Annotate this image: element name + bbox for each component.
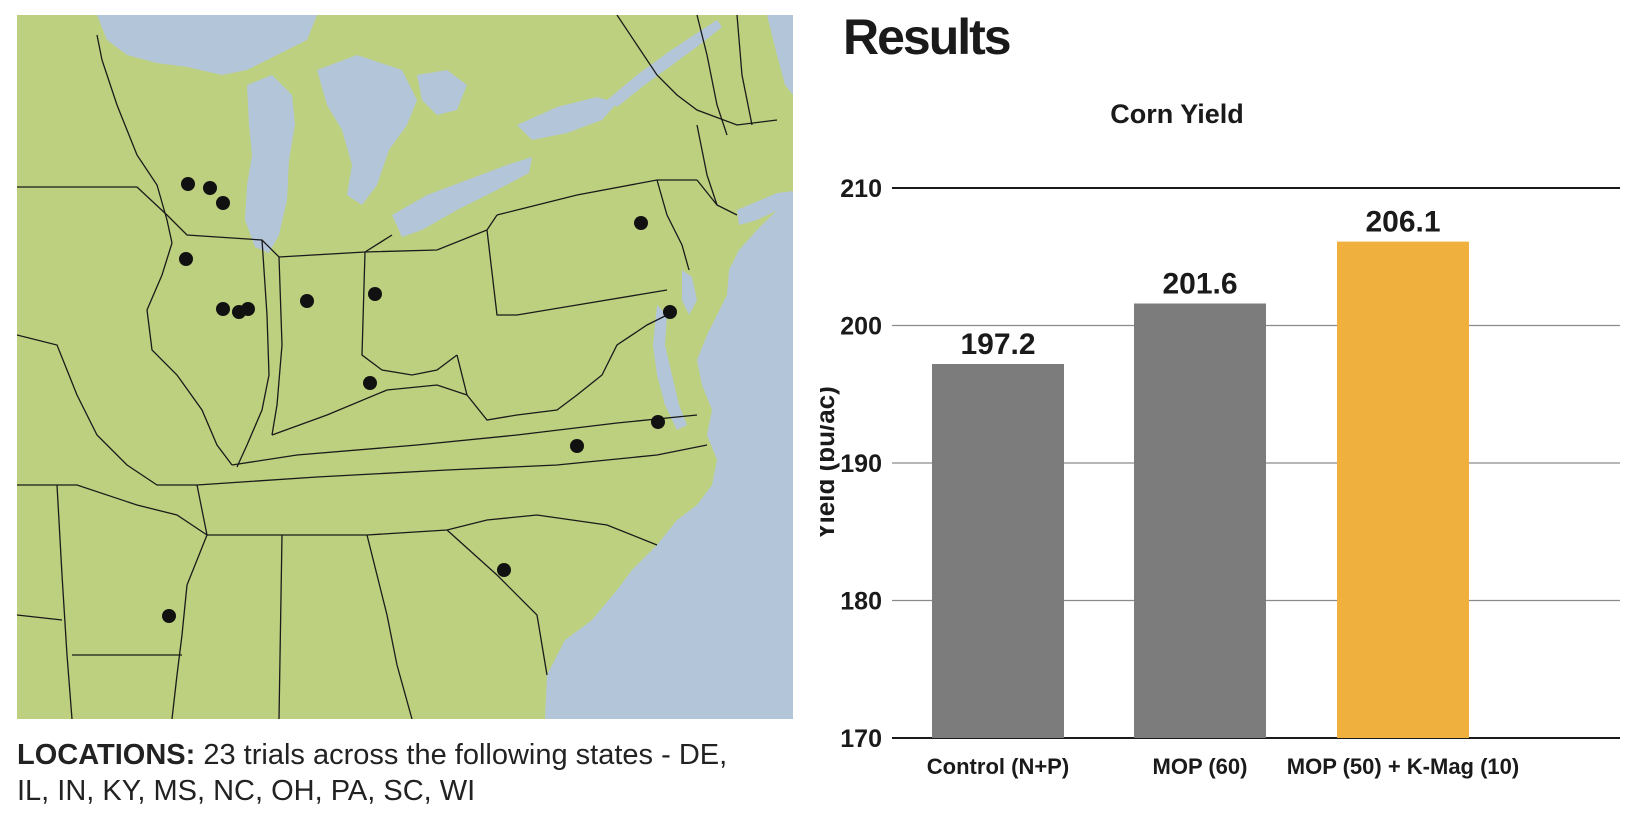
lake-michigan bbox=[245, 75, 295, 253]
trial-marker bbox=[663, 305, 677, 319]
map-graphic bbox=[17, 15, 793, 719]
trial-marker bbox=[497, 563, 511, 577]
lake-superior bbox=[97, 15, 317, 75]
bar-value-label: 197.2 bbox=[960, 328, 1035, 361]
atlantic-north bbox=[767, 15, 793, 95]
state-borders bbox=[17, 15, 778, 719]
y-tick-label: 170 bbox=[840, 725, 882, 753]
trial-marker bbox=[181, 177, 195, 191]
trial-markers bbox=[162, 177, 677, 623]
chart-title: Corn Yield bbox=[1110, 99, 1244, 129]
bar-labels: 197.2 201.6 206.1 bbox=[960, 206, 1440, 361]
bar bbox=[932, 364, 1064, 738]
lake-huron bbox=[317, 55, 417, 205]
trial-marker bbox=[300, 294, 314, 308]
y-tick-label: 200 bbox=[840, 313, 882, 341]
locations-text: 23 trials across the following states - … bbox=[17, 739, 728, 807]
trial-marker bbox=[216, 302, 230, 316]
bar bbox=[1337, 241, 1469, 738]
georgian-bay bbox=[417, 70, 467, 115]
atlantic-ocean bbox=[545, 15, 793, 719]
y-tick-label: 180 bbox=[840, 588, 882, 616]
long-island bbox=[737, 191, 793, 225]
bar-value-label: 206.1 bbox=[1365, 206, 1440, 239]
delaware-bay bbox=[682, 270, 697, 315]
x-tick-label: MOP (60) bbox=[1153, 754, 1248, 779]
y-axis-label: Yield (bu/ac) bbox=[820, 386, 840, 540]
y-tick-label: 190 bbox=[840, 450, 882, 478]
y-tick-label: 210 bbox=[840, 175, 882, 203]
chesapeake-bay bbox=[653, 305, 687, 430]
lake-erie bbox=[392, 157, 532, 237]
locations-label: LOCATIONS: bbox=[17, 739, 196, 771]
trial-marker bbox=[368, 287, 382, 301]
trial-marker bbox=[363, 376, 377, 390]
trial-marker bbox=[241, 302, 255, 316]
trial-marker bbox=[634, 216, 648, 230]
axis-ticks: 170 180 190 200 210 Control (N+P) MOP (60) MOP … bbox=[840, 175, 1519, 779]
locations-caption: LOCATIONS: 23 trials across the followin… bbox=[17, 737, 737, 809]
trial-marker bbox=[216, 196, 230, 210]
x-tick-label: Control (N+P) bbox=[927, 754, 1069, 779]
trial-marker bbox=[203, 181, 217, 195]
st-lawrence bbox=[607, 20, 722, 107]
x-tick-label: MOP (50) + K-Mag (10) bbox=[1287, 754, 1519, 779]
bar bbox=[1134, 303, 1266, 738]
trial-marker bbox=[651, 415, 665, 429]
trial-marker bbox=[162, 609, 176, 623]
lake-ontario bbox=[517, 97, 617, 140]
locations-map bbox=[17, 15, 793, 719]
results-title: Results bbox=[843, 9, 1012, 65]
trial-marker bbox=[570, 439, 584, 453]
corn-yield-chart: Corn Yield Yield (bu/ac) 197.2 201.6 206.1… bbox=[820, 99, 1620, 779]
bar-value-label: 201.6 bbox=[1162, 268, 1237, 301]
trial-marker bbox=[179, 252, 193, 266]
bars bbox=[932, 241, 1469, 738]
